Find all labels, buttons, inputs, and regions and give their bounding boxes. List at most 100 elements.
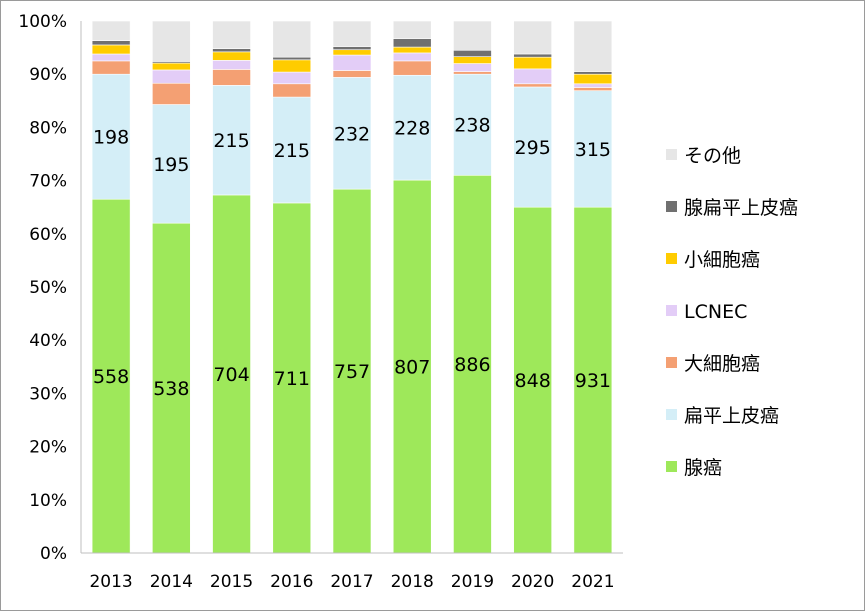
bar-segment: [573, 206, 613, 554]
y-tick-label: 80%: [29, 118, 67, 138]
bar-segment: [573, 83, 613, 88]
bar-segment: [332, 46, 372, 51]
bar-segment: [332, 49, 372, 56]
bar-segment: [453, 71, 492, 75]
y-tick-label: 30%: [29, 384, 67, 404]
bar-segment: [212, 194, 251, 554]
data-label: 704: [213, 364, 249, 386]
bar-segment: [453, 56, 492, 64]
bar-segment: [152, 82, 191, 105]
x-tick-label: 2016: [270, 572, 313, 592]
x-axis: 2013 2014 2015 2016 2017 2018 2019 2020 2021: [81, 552, 623, 592]
bar-segment: [513, 206, 552, 554]
y-tick-label: 50%: [29, 278, 67, 298]
bar-segment: [152, 69, 191, 84]
bar-segment: [91, 20, 131, 41]
bar-segment: [91, 73, 131, 200]
x-tick-label: 2014: [150, 572, 193, 592]
legend-label: その他: [684, 145, 741, 167]
bar-segment: [453, 174, 492, 554]
y-tick-label: 20%: [29, 438, 67, 458]
legend-item: 腺扁平上皮癌: [666, 197, 798, 219]
bar-segment: [91, 53, 131, 62]
y-tick-label: 70%: [29, 172, 67, 192]
legend-item: その他: [666, 145, 741, 167]
bar-segment: [513, 53, 552, 58]
bar-segment: [91, 40, 131, 46]
legend-label: 腺癌: [684, 457, 722, 479]
x-tick-label: 2021: [571, 572, 614, 592]
legend-swatch: [666, 357, 677, 368]
legend-swatch: [666, 253, 677, 264]
bar-segment: [272, 20, 312, 58]
bar-segment: [513, 83, 552, 88]
legend-label: LCNEC: [684, 301, 747, 323]
data-label: 198: [93, 127, 129, 149]
y-tick-label: 90%: [29, 65, 67, 85]
data-label: 807: [394, 357, 430, 379]
legend-swatch: [666, 461, 677, 472]
bar-segment: [272, 71, 312, 85]
bar-segment: [152, 104, 191, 224]
legend-item: 腺癌: [666, 457, 722, 479]
data-label: 757: [334, 361, 370, 383]
data-label: 232: [334, 123, 370, 145]
bar-segment: [453, 49, 492, 57]
bar-data-labels: 558 198 538 195 704 215 711 215 757 232 807 228 886 2…: [93, 115, 611, 400]
bar-segment: [332, 20, 372, 47]
data-label: 215: [274, 140, 310, 162]
legend-item: 小細胞癌: [666, 249, 760, 271]
y-tick-label: 60%: [29, 225, 67, 245]
bar-segment: [272, 202, 312, 554]
bar-segment: [272, 83, 312, 98]
legend-item: 扁平上皮癌: [666, 405, 779, 427]
data-label: 315: [575, 139, 611, 161]
x-tick-label: 2017: [330, 572, 373, 592]
bar-segment: [392, 20, 432, 39]
bar-segment: [212, 20, 251, 49]
bar-segment: [513, 56, 552, 70]
bar-segment: [332, 77, 372, 190]
data-label: 538: [153, 378, 189, 400]
legend-label: 小細胞癌: [684, 249, 760, 271]
bar-segment: [573, 87, 613, 91]
bar-segment: [272, 59, 312, 73]
bar-segment: [513, 20, 552, 55]
bar-segment: [392, 60, 432, 76]
bar-segment: [212, 69, 251, 86]
legend-label: 大細胞癌: [684, 353, 760, 375]
bar-segment: [332, 54, 372, 71]
y-tick-label: 100%: [18, 12, 67, 32]
bar-segment: [573, 73, 613, 85]
data-label: 848: [515, 370, 551, 392]
bar-segment: [212, 48, 251, 53]
bar-segment: [392, 46, 432, 54]
legend-item: 大細胞癌: [666, 353, 760, 375]
data-label: 931: [575, 370, 611, 392]
x-tick-label: 2018: [391, 572, 434, 592]
legend-label: 扁平上皮癌: [684, 405, 779, 427]
bar-segment: [453, 20, 492, 51]
bar-segment: [272, 56, 312, 61]
bar-segment: [332, 188, 372, 554]
y-tick-label: 10%: [29, 491, 67, 511]
bar-segment: [392, 52, 432, 62]
legend-swatch: [666, 149, 677, 160]
bar-segment: [453, 63, 492, 72]
bars: [91, 20, 613, 554]
data-label: 228: [394, 118, 430, 140]
bar-segment: [212, 51, 251, 61]
data-label: 886: [454, 354, 490, 376]
bar-segment: [392, 38, 432, 48]
bar-segment: [332, 70, 372, 78]
bar-segment: [392, 74, 432, 181]
bar-segment: [91, 60, 131, 75]
x-tick-label: 2015: [210, 572, 253, 592]
data-label: 195: [153, 154, 189, 176]
x-tick-label: 2020: [511, 572, 554, 592]
bar-segment: [91, 44, 131, 55]
data-label: 238: [454, 115, 490, 137]
data-label: 295: [515, 137, 551, 159]
